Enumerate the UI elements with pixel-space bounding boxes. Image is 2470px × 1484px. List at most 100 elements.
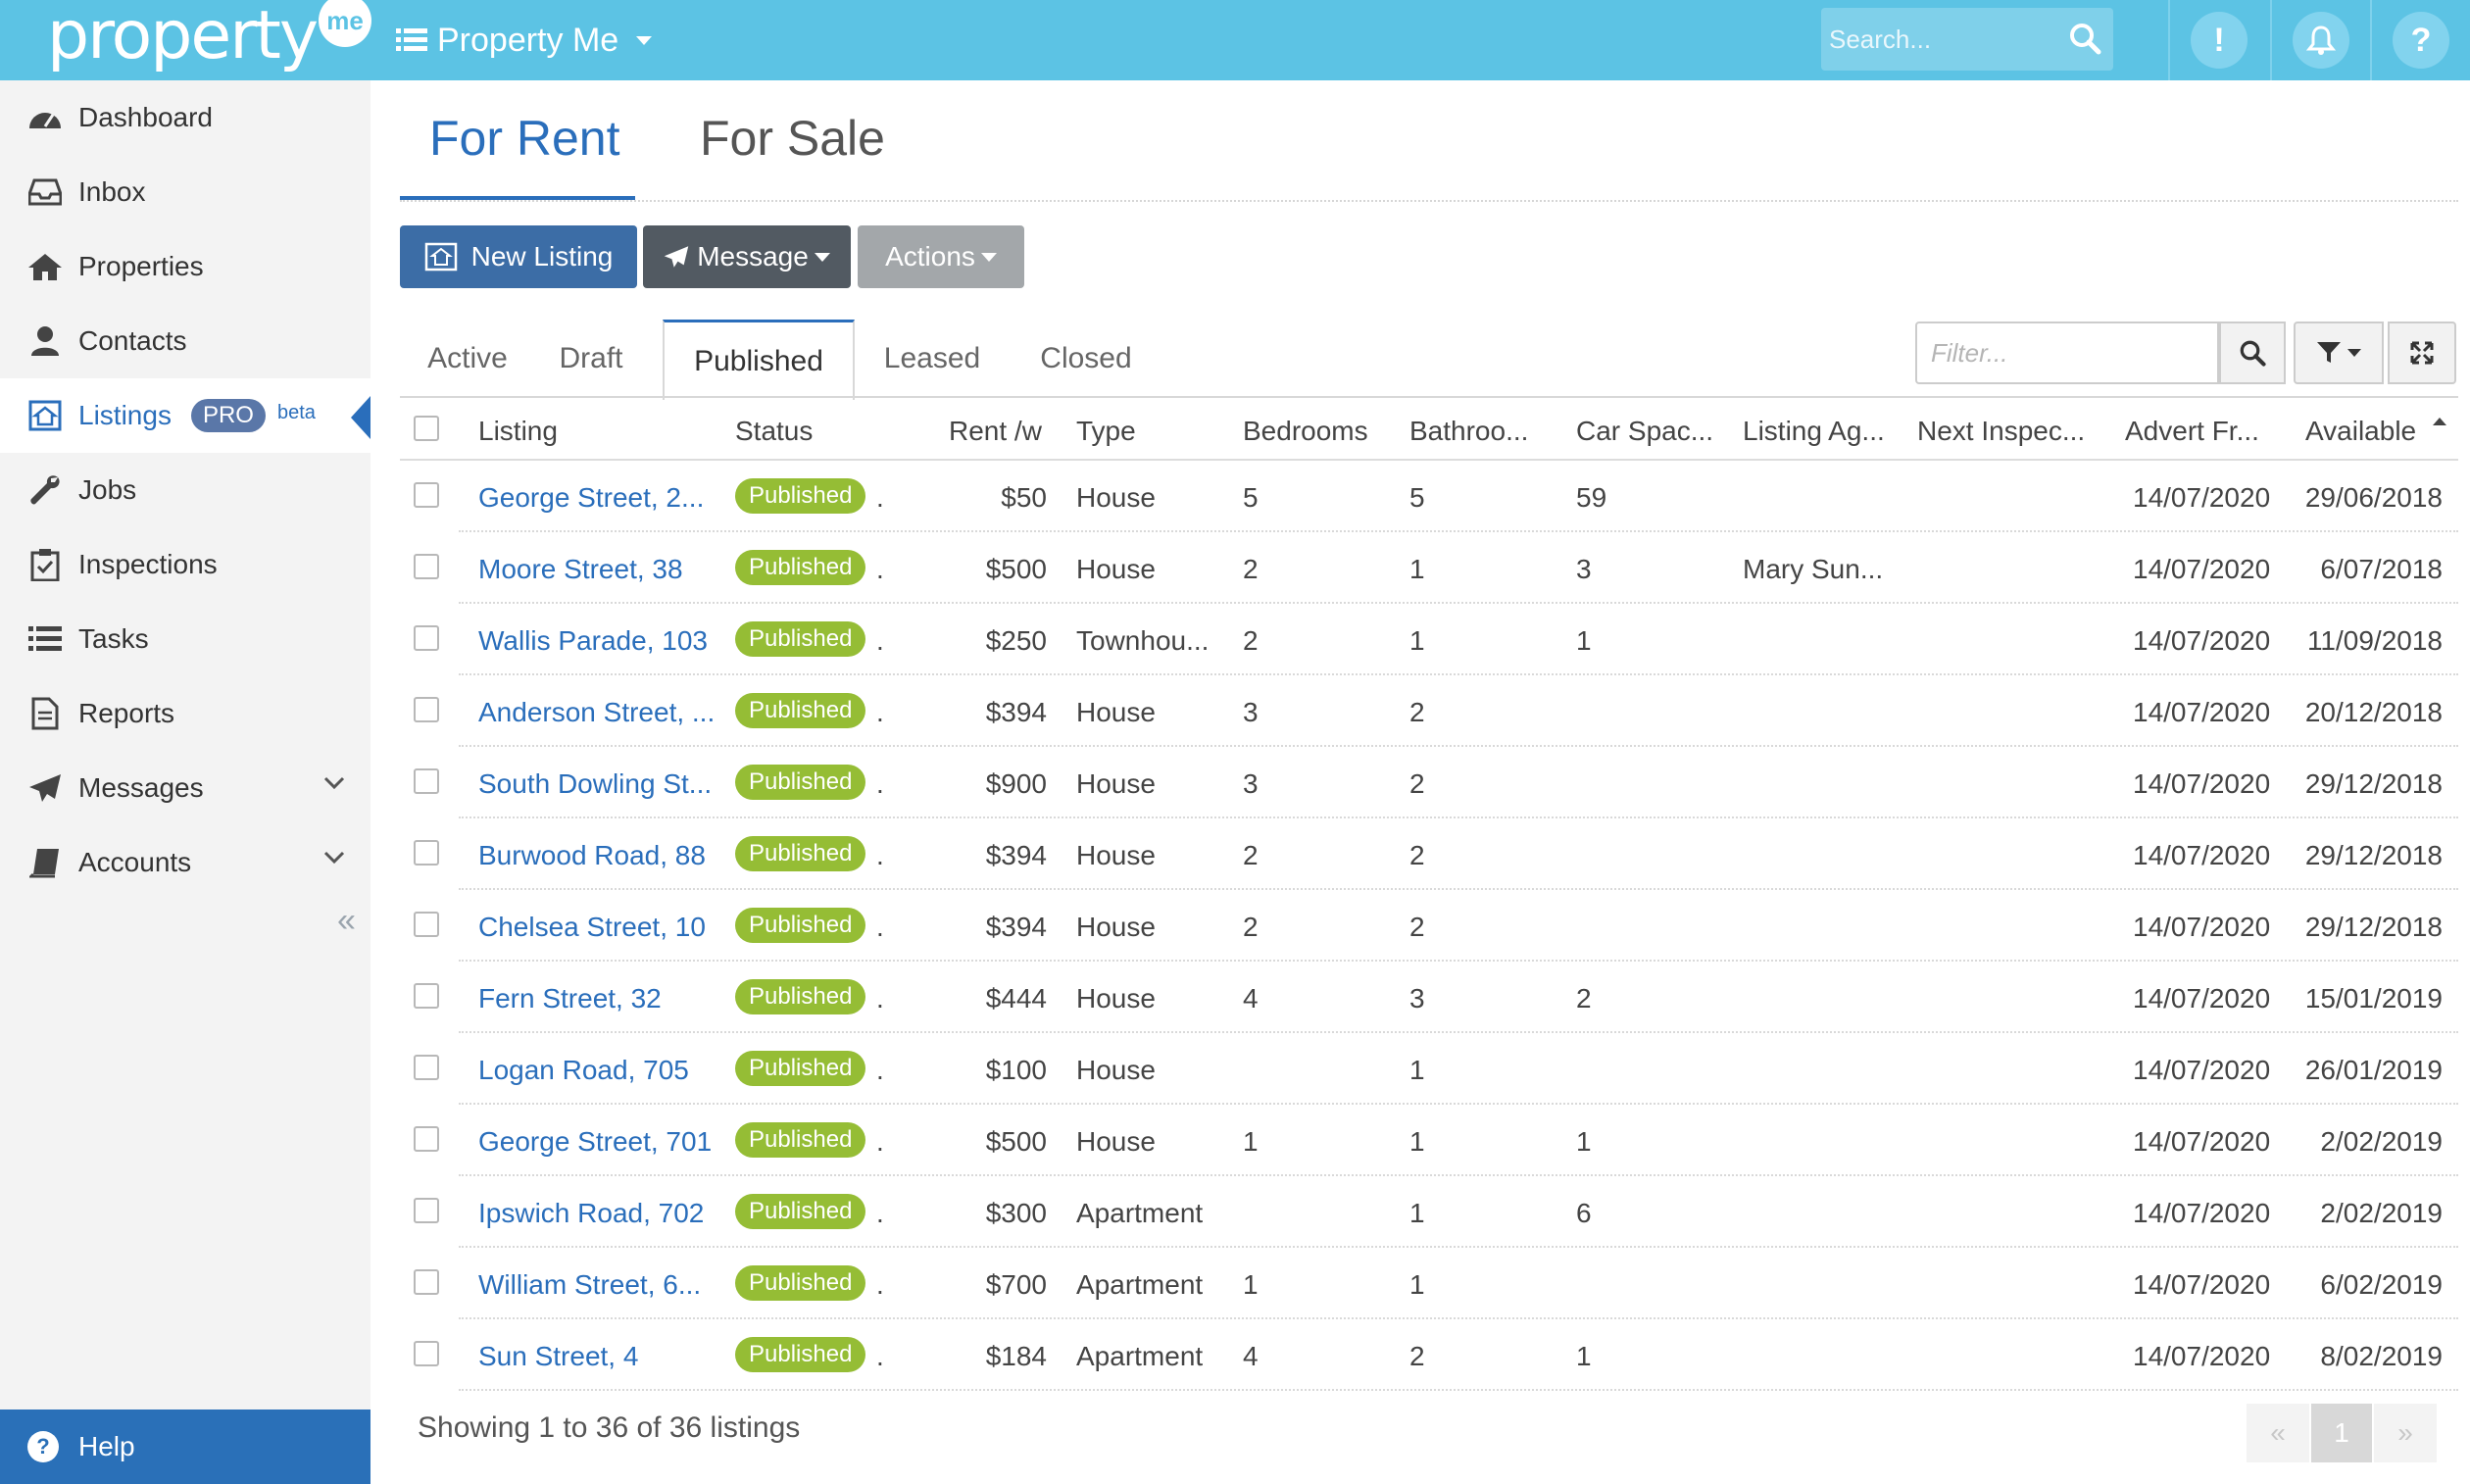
col-bathrooms[interactable]: Bathroo... <box>1409 416 1529 446</box>
listing-link[interactable]: South Dowling St... <box>478 768 713 799</box>
col-advert-from[interactable]: Advert Fr... <box>2125 416 2259 446</box>
listing-link[interactable]: William Street, 6... <box>478 1269 702 1300</box>
tab-for-sale[interactable]: For Sale <box>700 111 885 166</box>
sidebar-item-contacts[interactable]: Contacts <box>0 304 370 378</box>
sidebar-item-inspections[interactable]: Inspections <box>0 527 370 602</box>
sidebar-item-properties[interactable]: Properties <box>0 229 370 304</box>
app-name: Property Me <box>437 21 619 59</box>
row-checkbox[interactable] <box>414 1126 439 1152</box>
tab-closed[interactable]: Closed <box>1040 342 1132 374</box>
row-checkbox[interactable] <box>414 482 439 508</box>
listing-link[interactable]: Moore Street, 38 <box>478 554 683 584</box>
table-row[interactable]: Anderson Street, ... Published. $394 House 3… <box>400 675 2458 747</box>
prev-page-button[interactable]: « <box>2247 1404 2309 1462</box>
new-listing-button[interactable]: New Listing <box>400 225 637 288</box>
filter-search-button[interactable] <box>2219 322 2286 384</box>
tab-published[interactable]: Published <box>663 320 855 400</box>
row-checkbox[interactable] <box>414 983 439 1009</box>
col-bedrooms[interactable]: Bedrooms <box>1243 416 1368 446</box>
expand-button[interactable] <box>2388 322 2456 384</box>
col-listing[interactable]: Listing <box>478 416 558 446</box>
table-row[interactable]: South Dowling St... Published. $900 House 3 2… <box>400 747 2458 818</box>
filter-input[interactable] <box>1915 322 2219 384</box>
col-listing-agent[interactable]: Listing Ag... <box>1743 416 1885 446</box>
sort-ascending-icon[interactable] <box>2433 418 2446 425</box>
listing-link[interactable]: Burwood Road, 88 <box>478 840 706 870</box>
listing-link[interactable]: Sun Street, 4 <box>478 1341 639 1371</box>
sidebar-item-dashboard[interactable]: Dashboard <box>0 80 370 155</box>
sidebar-item-label: Properties <box>78 251 204 281</box>
app-switcher[interactable]: Property Me <box>396 0 653 80</box>
col-car-spaces[interactable]: Car Spac... <box>1576 416 1714 446</box>
table-row[interactable]: Ipswich Road, 702 Published. $300 Apartment… <box>400 1176 2458 1248</box>
advert-from-cell: 14/07/2020 <box>2133 554 2271 584</box>
available-cell: 6/02/2019 <box>2320 1269 2443 1300</box>
help-bar[interactable]: ? Help <box>0 1410 370 1484</box>
propertyme-logo[interactable]: property me <box>47 0 372 80</box>
listing-link[interactable]: Wallis Parade, 103 <box>478 625 708 656</box>
sidebar-item-messages[interactable]: Messages <box>0 751 370 825</box>
listing-icon <box>424 242 457 272</box>
advert-from-cell: 14/07/2020 <box>2133 912 2271 942</box>
sidebar-item-listings[interactable]: Listings PRO beta <box>0 378 370 453</box>
table-row[interactable]: George Street, 701 Published. $500 House 1 1 1… <box>400 1105 2458 1176</box>
listing-link[interactable]: Anderson Street, ... <box>478 697 716 727</box>
col-next-inspection[interactable]: Next Inspec... <box>1917 416 2086 446</box>
listing-link[interactable]: Logan Road, 705 <box>478 1055 689 1085</box>
advert-from-cell: 14/07/2020 <box>2133 768 2271 799</box>
col-type[interactable]: Type <box>1076 416 1136 446</box>
message-button[interactable]: Message <box>643 225 851 288</box>
table-row[interactable]: William Street, 6... Published. $700 Apartm… <box>400 1248 2458 1319</box>
notifications-button[interactable] <box>2270 0 2370 80</box>
filter-options-button[interactable] <box>2294 322 2384 384</box>
help-button[interactable]: ? <box>2370 0 2470 80</box>
listing-link[interactable]: George Street, 2... <box>478 482 705 513</box>
table-row[interactable]: Logan Road, 705 Published. $100 House 1 14/07… <box>400 1033 2458 1105</box>
sidebar-item-label: Inspections <box>78 549 218 579</box>
sidebar-item-accounts[interactable]: Accounts <box>0 825 370 900</box>
actions-button[interactable]: Actions <box>858 225 1024 288</box>
table-row[interactable]: Burwood Road, 88 Published. $394 House 2 2 14/… <box>400 818 2458 890</box>
table-row[interactable]: Moore Street, 38 Published. $500 House 2 1 3 Ma… <box>400 532 2458 604</box>
col-rent[interactable]: Rent /w <box>949 416 1042 446</box>
col-status[interactable]: Status <box>735 416 814 446</box>
row-checkbox[interactable] <box>414 840 439 866</box>
listing-link[interactable]: Fern Street, 32 <box>478 983 662 1014</box>
tab-for-rent[interactable]: For Rent <box>429 111 620 166</box>
tab-leased[interactable]: Leased <box>883 342 981 374</box>
row-checkbox[interactable] <box>414 697 439 722</box>
page-1-button[interactable]: 1 <box>2311 1404 2372 1462</box>
type-cell: House <box>1076 482 1156 513</box>
car-spaces-cell: 2 <box>1576 983 1592 1014</box>
table-row[interactable]: Chelsea Street, 10 Published. $394 House 2 2 1… <box>400 890 2458 962</box>
row-checkbox[interactable] <box>414 554 439 579</box>
listing-link[interactable]: George Street, 701 <box>478 1126 713 1157</box>
sidebar-item-jobs[interactable]: Jobs <box>0 453 370 527</box>
listing-link[interactable]: Chelsea Street, 10 <box>478 912 706 942</box>
tab-draft[interactable]: Draft <box>559 342 623 374</box>
listing-link[interactable]: Ipswich Road, 702 <box>478 1198 705 1228</box>
row-checkbox[interactable] <box>414 912 439 937</box>
row-checkbox[interactable] <box>414 1341 439 1366</box>
next-page-button[interactable]: » <box>2374 1404 2437 1462</box>
available-cell: 29/12/2018 <box>2304 768 2443 799</box>
table-row[interactable]: Sun Street, 4 Published. $184 Apartment 4 2 1 1… <box>400 1319 2458 1391</box>
row-checkbox[interactable] <box>414 1269 439 1295</box>
row-checkbox[interactable] <box>414 1198 439 1223</box>
table-row[interactable]: Fern Street, 32 Published. $444 House 4 3 2 14/… <box>400 962 2458 1033</box>
collapse-sidebar-icon[interactable]: « <box>337 902 356 939</box>
tab-active[interactable]: Active <box>427 342 508 374</box>
row-checkbox[interactable] <box>414 625 439 651</box>
sidebar-item-inbox[interactable]: Inbox <box>0 155 370 229</box>
alerts-button[interactable]: ! <box>2168 0 2268 80</box>
search-input[interactable] <box>1821 24 2056 55</box>
search-icon[interactable] <box>2068 22 2101 55</box>
row-checkbox[interactable] <box>414 768 439 794</box>
sidebar-item-reports[interactable]: Reports <box>0 676 370 751</box>
sidebar-item-tasks[interactable]: Tasks <box>0 602 370 676</box>
table-row[interactable]: George Street, 2... Published. $50 House 5 5 5… <box>400 461 2458 532</box>
row-checkbox[interactable] <box>414 1055 439 1080</box>
table-row[interactable]: Wallis Parade, 103 Published. $250 Townhou.… <box>400 604 2458 675</box>
select-all-checkbox[interactable] <box>414 416 439 441</box>
col-available[interactable]: Available <box>2305 416 2417 446</box>
